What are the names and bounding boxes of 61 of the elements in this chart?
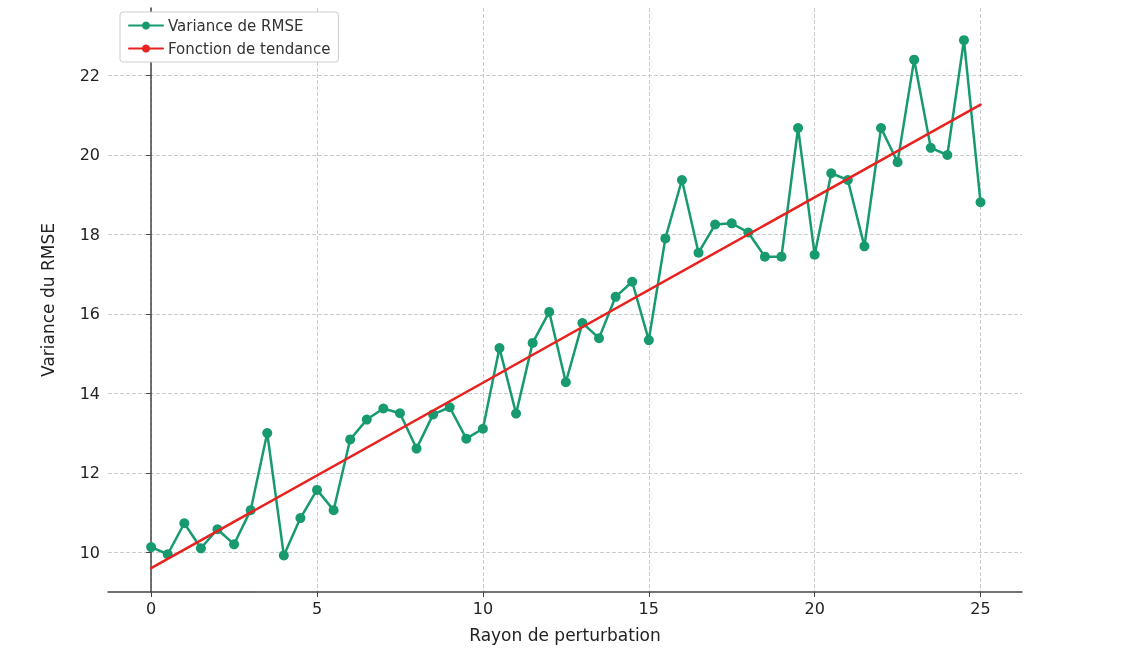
point [643,335,654,346]
point [278,550,289,561]
x-tick-label: 10 [472,598,494,618]
point [527,337,538,348]
point [610,291,621,302]
point [676,175,687,186]
point [892,157,903,168]
point [726,218,737,229]
point [444,402,455,413]
point [693,247,704,258]
point [909,54,920,65]
point [411,443,422,454]
x-tick-label: 5 [311,598,323,618]
y-tick-label: 18 [79,224,100,244]
point [710,219,721,230]
point [477,423,488,434]
point [925,142,936,153]
point [759,251,770,262]
point [793,122,804,133]
point [776,251,787,262]
point [262,428,273,439]
y-tick-label: 10 [79,542,100,562]
point [826,168,837,179]
point [312,484,323,495]
point [560,377,571,388]
y-tick-label: 16 [79,304,100,324]
point [975,197,986,208]
point [361,414,372,425]
legend-label: Fonction de tendance [168,39,331,58]
y-tick-label: 22 [79,66,100,86]
x-axis-title: Rayon de perturbation [469,624,661,645]
point [328,505,339,516]
point [876,122,886,133]
x-tick-label: 0 [146,598,157,618]
x-tick-label: 15 [638,598,659,618]
point [859,241,870,252]
point [146,542,157,553]
point [494,343,505,354]
y-tick-label: 12 [79,463,100,483]
point [660,233,671,244]
point [511,408,522,419]
point [394,408,405,419]
point [627,276,638,287]
x-tick-label: 20 [804,598,825,618]
point [229,539,240,550]
point [195,543,206,554]
point [958,35,969,46]
point [295,513,306,524]
point [942,150,953,160]
point [345,434,356,445]
y-tick-label: 20 [79,145,100,165]
point [179,518,190,529]
legend-label: Variance de RMSE [168,16,304,35]
point [594,333,605,344]
point [809,249,820,260]
point [378,403,389,414]
point [544,306,555,317]
y-axis-title: Variance du RMSE [37,223,58,377]
y-tick-label: 14 [79,383,100,403]
point [461,433,472,444]
x-tick-label: 25 [970,598,991,618]
